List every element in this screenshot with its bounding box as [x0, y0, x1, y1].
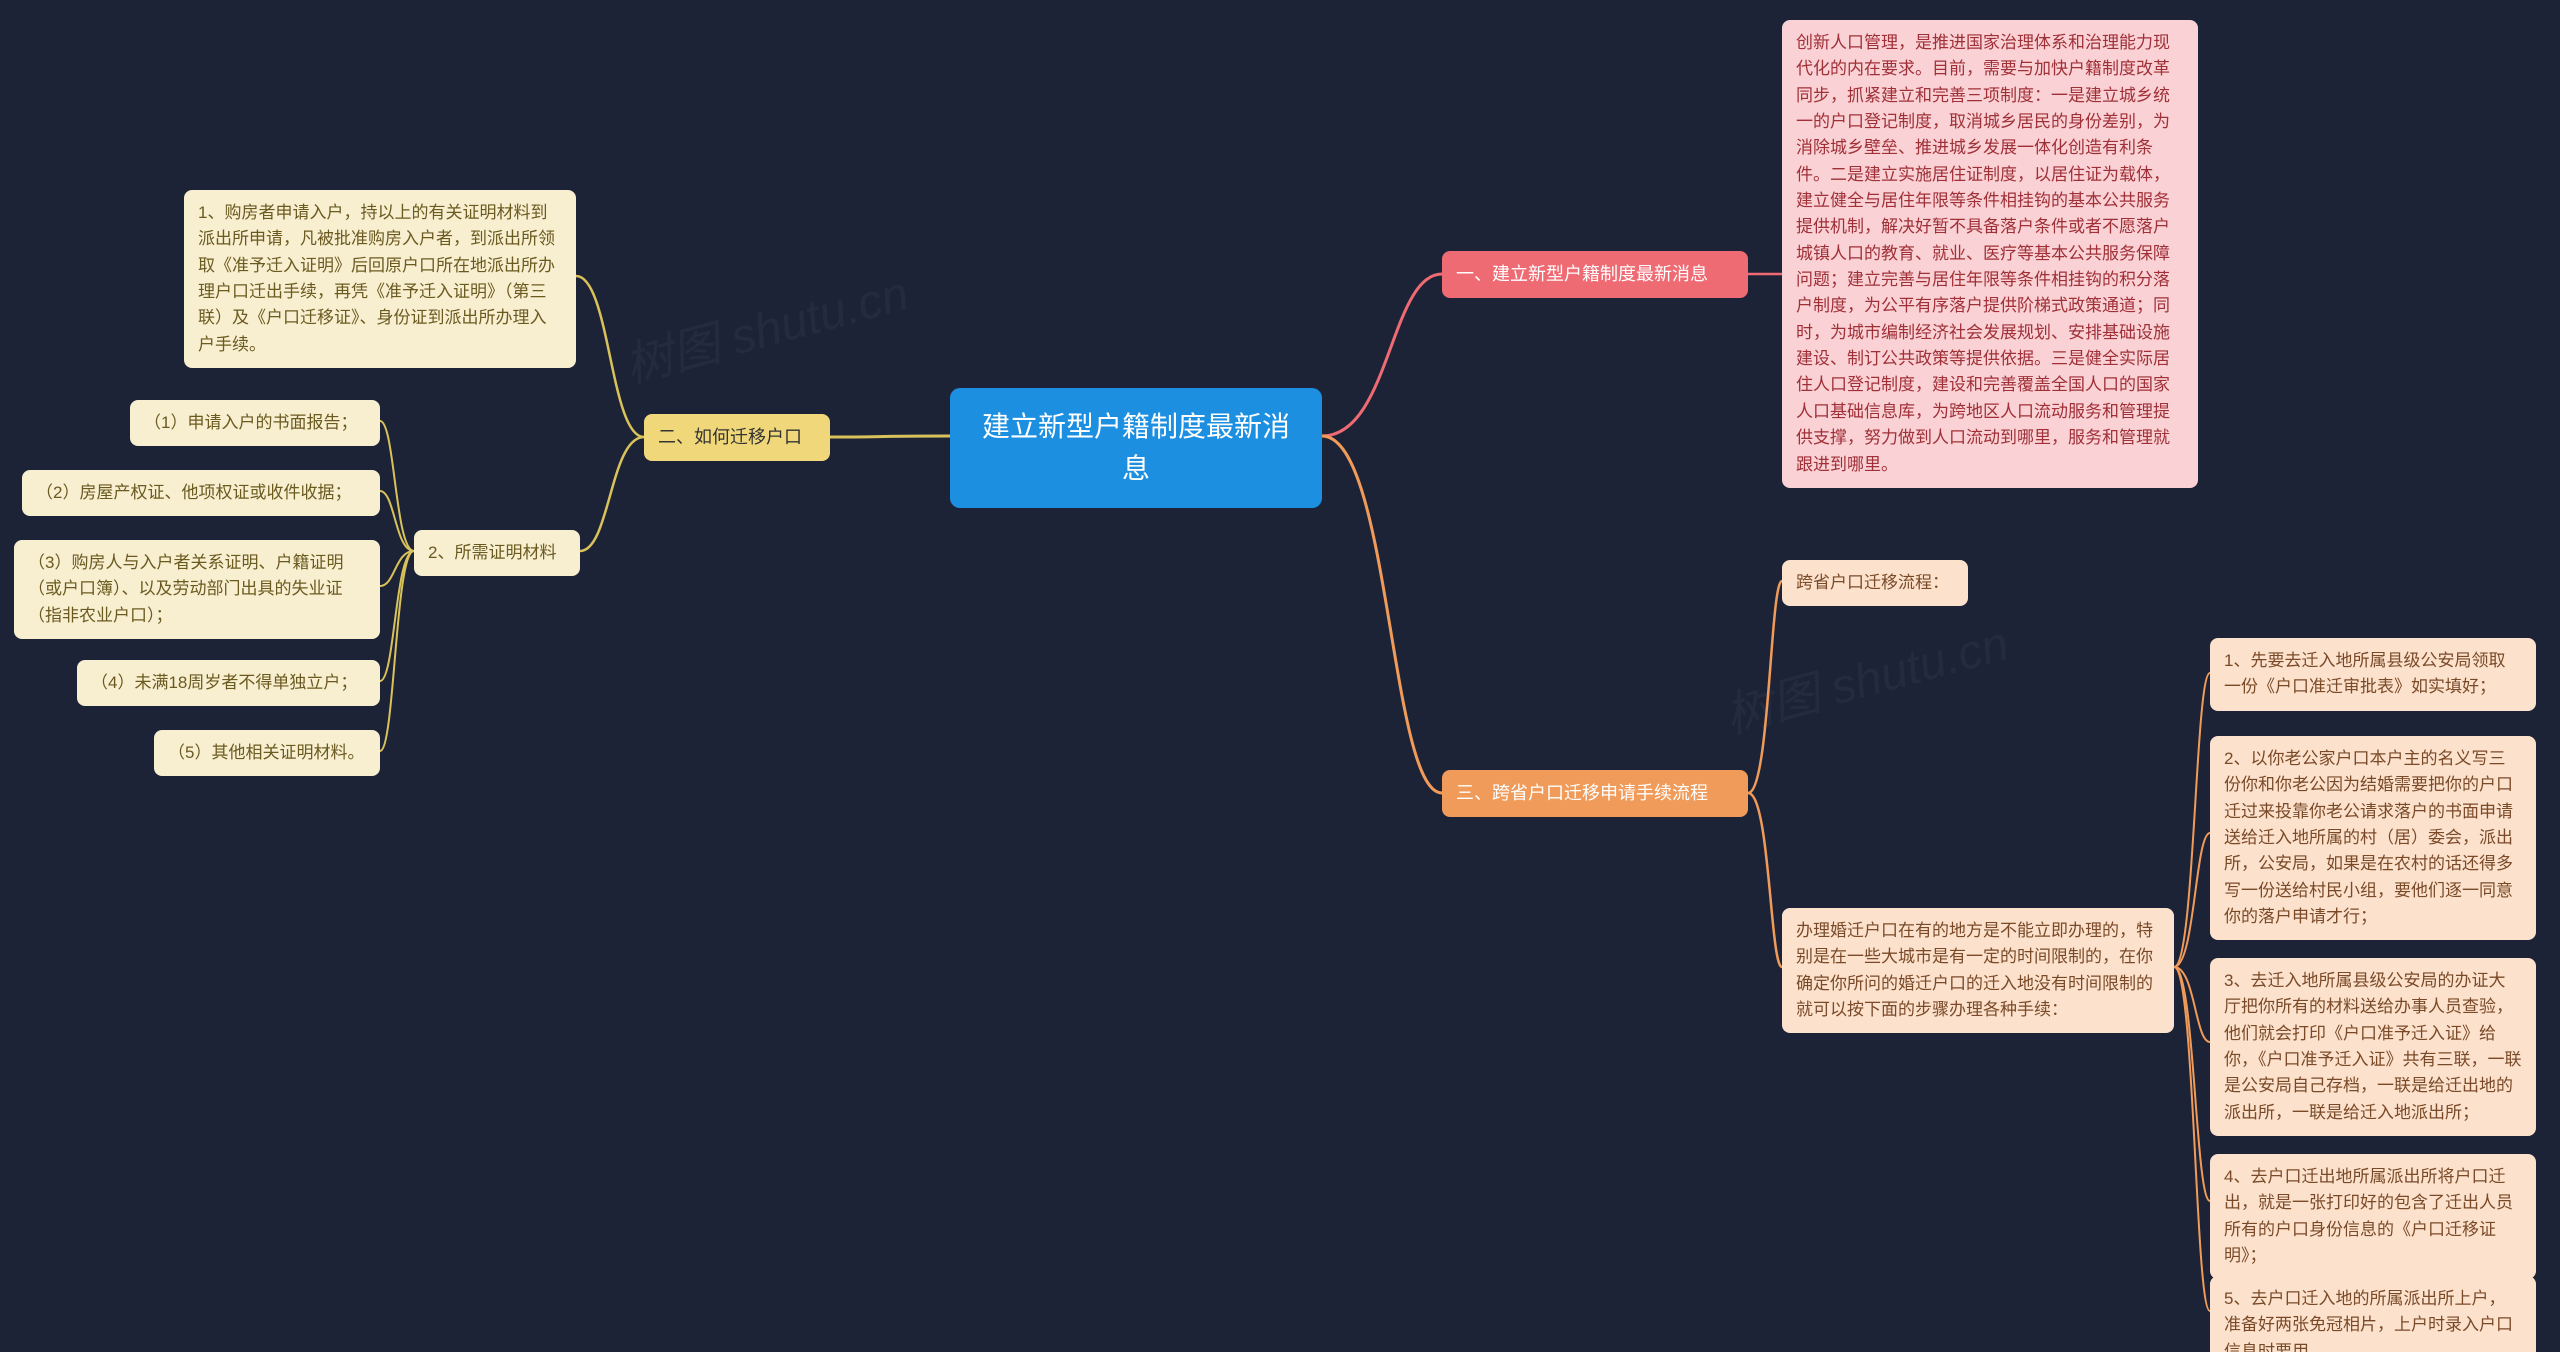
root-node[interactable]: 建立新型户籍制度最新消息 [950, 388, 1322, 508]
leaf-left-1-2-5[interactable]: （5）其他相关证明材料。 [154, 730, 380, 776]
leaf-right-2-2-4[interactable]: 4、去户口迁出地所属派出所将户口迁出，就是一张打印好的包含了迁出人员所有的户口身… [2210, 1154, 2536, 1279]
branch-left-1[interactable]: 二、如何迁移户口 [644, 414, 830, 461]
leaf-left-1-1[interactable]: 1、购房者申请入户，持以上的有关证明材料到派出所申请，凡被批准购房入户者，到派出… [184, 190, 576, 368]
leaf-left-1-2-4[interactable]: （4）未满18周岁者不得单独立户； [77, 660, 380, 706]
leaf-right-2-2-2[interactable]: 2、以你老公家户口本户主的名义写三份你和你老公因为结婚需要把你的户口迁过来投靠你… [2210, 736, 2536, 940]
watermark: 树图 shutu.cn [1716, 604, 2015, 747]
leaf-right-1-1[interactable]: 创新人口管理，是推进国家治理体系和治理能力现代化的内在要求。目前，需要与加快户籍… [1782, 20, 2198, 488]
leaf-left-1-2-2[interactable]: （2）房屋产权证、他项权证或收件收据； [22, 470, 380, 516]
leaf-left-1-2-1[interactable]: （1）申请入户的书面报告； [130, 400, 380, 446]
leaf-left-1-2[interactable]: 2、所需证明材料 [414, 530, 580, 576]
leaf-left-1-2-3[interactable]: （3）购房人与入户者关系证明、户籍证明（或户口簿）、以及劳动部门出具的失业证（指… [14, 540, 380, 639]
leaf-right-2-2-5[interactable]: 5、去户口迁入地的所属派出所上户，准备好两张免冠相片，上户时录入户口信息时要用。 [2210, 1276, 2536, 1352]
branch-right-2[interactable]: 三、跨省户口迁移申请手续流程 [1442, 770, 1748, 817]
leaf-right-2-1[interactable]: 跨省户口迁移流程： [1782, 560, 1968, 606]
leaf-right-2-2-1[interactable]: 1、先要去迁入地所属县级公安局领取一份《户口准迁审批表》如实填好； [2210, 638, 2536, 711]
watermark: 树图 shutu.cn [616, 254, 915, 397]
leaf-right-2-2[interactable]: 办理婚迁户口在有的地方是不能立即办理的，特别是在一些大城市是有一定的时间限制的，… [1782, 908, 2174, 1033]
branch-right-1[interactable]: 一、建立新型户籍制度最新消息 [1442, 251, 1748, 298]
leaf-right-2-2-3[interactable]: 3、去迁入地所属县级公安局的办证大厅把你所有的材料送给办事人员查验，他们就会打印… [2210, 958, 2536, 1136]
